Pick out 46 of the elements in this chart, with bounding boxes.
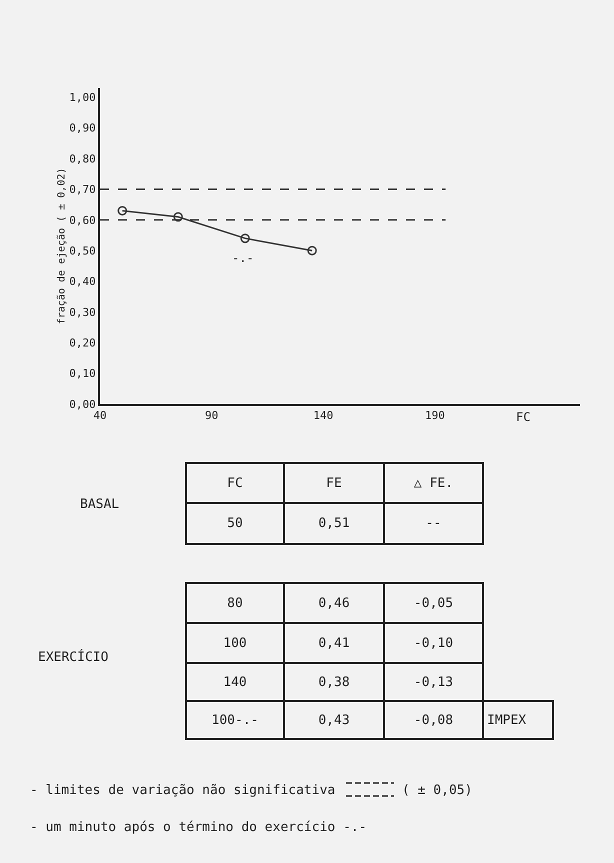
y-tick-label: 0,30 — [69, 306, 96, 319]
text: 0,46 — [283, 582, 385, 624]
text: 0,43 — [283, 700, 385, 740]
text: -0,08 — [383, 700, 484, 740]
y-tick-label: 0,20 — [69, 336, 96, 350]
x-tick-label: 90 — [205, 409, 218, 422]
text: IMPEX — [482, 700, 554, 740]
text: FE — [283, 462, 385, 504]
text: -0,10 — [383, 622, 484, 664]
text: 140 — [185, 662, 285, 702]
annotation: -.- — [232, 251, 254, 265]
text: 0,38 — [283, 662, 385, 702]
text: -0,13 — [383, 662, 484, 702]
text: EXERCÍCIO — [38, 650, 108, 665]
y-axis-title: fração de ejeção ( ± 0,02) — [56, 168, 68, 324]
text: - limites de variação não significativa — [30, 783, 336, 798]
text: FC — [185, 462, 285, 504]
y-tick-label: 1,00 — [69, 91, 96, 104]
y-tick-label: 0,50 — [69, 244, 96, 258]
y-tick-label: 0,40 — [69, 275, 96, 288]
text: 50 — [185, 502, 285, 545]
x-tick-label: 140 — [313, 409, 334, 422]
y-tick-label: 0,60 — [69, 214, 96, 227]
point — [307, 246, 317, 256]
text: -- — [383, 502, 484, 545]
point — [240, 234, 250, 244]
text: 80 — [185, 582, 285, 624]
y-tick-label: 0,10 — [69, 367, 96, 380]
text: 0,41 — [283, 622, 385, 664]
x-tick-label: 190 — [424, 409, 445, 422]
text: BASAL — [80, 497, 120, 512]
point — [118, 206, 128, 216]
y-tick-label: 0,90 — [69, 122, 96, 135]
y-tick-label: 0,80 — [69, 152, 96, 166]
text: △ FE. — [383, 462, 484, 504]
text: ( ± 0,05) — [402, 783, 472, 798]
text: - um minuto após o término do exercício -.- — [30, 820, 367, 835]
point — [173, 212, 183, 222]
text: -0,05 — [383, 582, 484, 624]
text: 0,51 — [283, 502, 385, 545]
x-tick-label: 40 — [93, 409, 107, 422]
text: 100 — [185, 622, 285, 664]
x-axis-title: FC — [516, 410, 530, 424]
y-tick-label: 0,70 — [69, 183, 96, 196]
text: 100-.- — [185, 700, 285, 740]
y-tick-label: 0,00 — [69, 398, 96, 411]
